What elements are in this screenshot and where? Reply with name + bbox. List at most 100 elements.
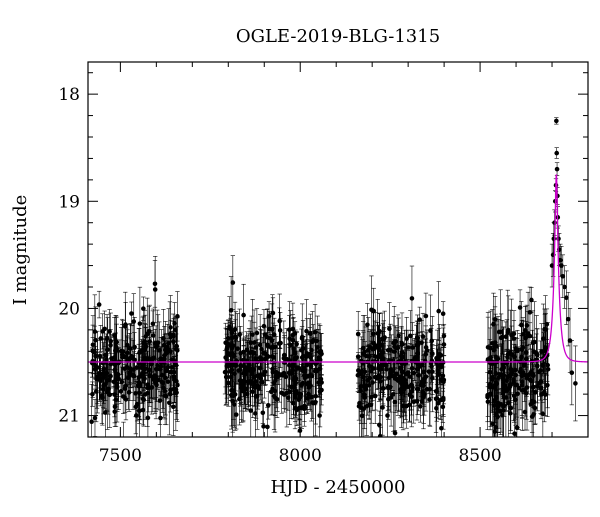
point-marker	[94, 389, 99, 394]
point-marker	[378, 434, 383, 439]
point-marker	[228, 352, 233, 357]
chart-title: OGLE-2019-BLG-1315	[236, 26, 440, 47]
point-marker	[364, 354, 369, 359]
point-marker	[317, 413, 322, 418]
point-marker	[319, 388, 324, 393]
point-marker	[280, 373, 285, 378]
point-marker	[297, 394, 302, 399]
point-marker	[492, 385, 497, 390]
point-marker	[300, 355, 305, 360]
point-marker	[278, 328, 283, 333]
point-marker	[379, 363, 384, 368]
point-marker	[263, 332, 268, 337]
point-marker	[515, 426, 520, 431]
point-marker	[397, 375, 402, 380]
point-marker	[229, 308, 234, 313]
point-marker	[304, 329, 309, 334]
point-marker	[533, 406, 538, 411]
point-marker	[261, 410, 266, 415]
point-marker	[106, 387, 111, 392]
point-marker	[387, 376, 392, 381]
point-marker	[434, 389, 439, 394]
point-marker	[300, 335, 305, 340]
point-marker	[546, 367, 551, 372]
point-marker	[97, 375, 102, 380]
point-marker	[291, 347, 296, 352]
point-marker	[409, 394, 414, 399]
point-marker	[410, 296, 415, 301]
point-marker	[168, 325, 173, 330]
point-marker	[291, 401, 296, 406]
point-marker	[293, 395, 298, 400]
point-marker	[161, 385, 166, 390]
point-marker	[410, 345, 415, 350]
point-marker	[314, 369, 319, 374]
point-marker	[297, 366, 302, 371]
point-marker	[535, 384, 540, 389]
point-marker	[101, 371, 106, 376]
point-marker	[116, 372, 121, 377]
point-marker	[297, 406, 302, 411]
point-marker	[289, 385, 294, 390]
point-marker	[259, 347, 264, 352]
point-marker	[378, 455, 383, 460]
point-marker	[259, 380, 264, 385]
point-marker	[282, 392, 287, 397]
point-marker	[121, 440, 126, 445]
point-marker	[522, 388, 527, 393]
point-marker	[261, 424, 266, 429]
point-marker	[514, 383, 519, 388]
point-marker	[290, 333, 295, 338]
point-marker	[131, 319, 136, 324]
point-marker	[424, 345, 429, 350]
point-marker	[266, 403, 271, 408]
point-marker	[151, 377, 156, 382]
point-marker	[223, 370, 228, 375]
point-marker	[255, 331, 260, 336]
point-marker	[379, 343, 384, 348]
data-points-layer	[89, 118, 577, 487]
point-marker	[529, 402, 534, 407]
point-marker	[98, 354, 103, 359]
point-marker	[123, 366, 128, 371]
point-marker	[89, 419, 94, 424]
point-marker	[519, 323, 524, 328]
point-marker	[377, 423, 382, 428]
point-marker	[358, 388, 363, 393]
point-marker	[274, 370, 279, 375]
point-marker	[282, 356, 287, 361]
data-point	[265, 408, 270, 447]
point-marker	[103, 382, 108, 387]
point-marker	[385, 413, 390, 418]
point-marker	[153, 287, 158, 292]
point-marker	[270, 338, 275, 343]
point-marker	[528, 310, 533, 315]
point-marker	[151, 333, 156, 338]
point-marker	[308, 352, 313, 357]
point-marker	[504, 395, 509, 400]
point-marker	[231, 393, 236, 398]
point-marker	[174, 344, 179, 349]
point-marker	[512, 393, 517, 398]
point-marker	[530, 414, 535, 419]
point-marker	[237, 397, 242, 402]
point-marker	[427, 369, 432, 374]
point-marker	[399, 354, 404, 359]
data-point	[261, 403, 266, 449]
point-marker	[93, 364, 98, 369]
point-marker	[124, 355, 129, 360]
point-marker	[137, 408, 142, 413]
point-marker	[112, 355, 117, 360]
point-marker	[155, 344, 160, 349]
point-marker	[317, 350, 322, 355]
point-marker	[263, 370, 268, 375]
point-marker	[542, 327, 547, 332]
data-point	[255, 309, 260, 358]
point-marker	[233, 327, 238, 332]
point-marker	[313, 330, 318, 335]
point-marker	[365, 322, 370, 327]
point-marker	[441, 405, 446, 410]
point-marker	[267, 314, 272, 319]
point-marker	[262, 324, 267, 329]
point-marker	[159, 361, 164, 366]
